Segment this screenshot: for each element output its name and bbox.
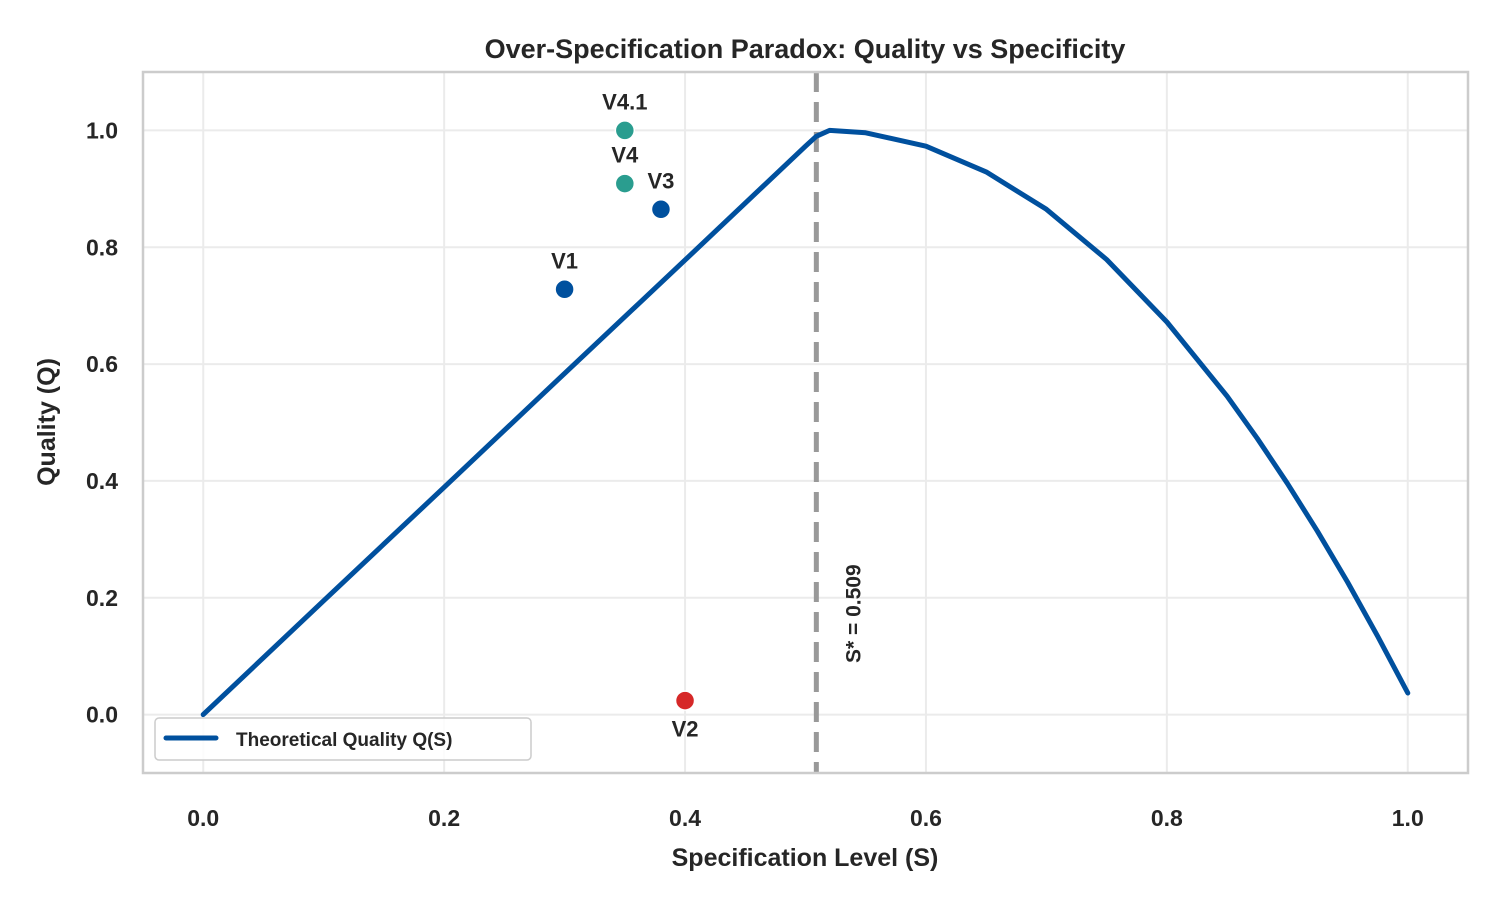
plot-frame — [141, 70, 1470, 775]
y-tick-label: 1.0 — [86, 117, 118, 143]
point-v1 — [554, 279, 575, 300]
x-tick-label: 1.0 — [1392, 805, 1424, 831]
y-tick-label: 0.4 — [86, 468, 118, 494]
point-v2-label: V2 — [672, 717, 699, 742]
y-axis-label: Quality (Q) — [33, 358, 61, 486]
y-tick-label: 0.6 — [86, 351, 118, 377]
legend: Theoretical Quality Q(S) — [154, 717, 532, 761]
x-axis-label: Specification Level (S) — [672, 844, 939, 872]
y-tick-label: 0.8 — [86, 234, 118, 260]
chart-title: Over-Specification Paradox: Quality vs S… — [485, 34, 1126, 64]
y-tick-label: 0.0 — [86, 702, 118, 728]
optimal-s-label: S* = 0.509 — [842, 564, 865, 663]
point-v4-1-label: V4.1 — [602, 89, 647, 114]
ticks: 0.0 0.2 0.4 0.6 0.8 1.0 0.0 0.2 0.4 0.6 0.8 1.0 — [86, 117, 1424, 831]
point-v4-label: V4 — [611, 143, 639, 168]
point-v3 — [650, 199, 672, 220]
point-v3-label: V3 — [647, 168, 674, 193]
point-v4 — [614, 173, 636, 194]
marks: S* = 0.509 V1 V2 V3 V4 V4.1 — [200, 72, 1411, 773]
x-tick-label: 0.8 — [1151, 805, 1183, 831]
point-v2 — [674, 690, 696, 711]
point-v4-1 — [614, 120, 636, 141]
legend-box — [154, 717, 532, 761]
grid — [143, 72, 1468, 773]
x-tick-label: 0.0 — [187, 805, 219, 831]
point-v1-label: V1 — [551, 248, 578, 273]
series-line-theoretical-quality — [200, 127, 1411, 718]
legend-label: Theoretical Quality Q(S) — [236, 730, 452, 751]
y-tick-label: 0.2 — [86, 585, 118, 611]
x-tick-label: 0.6 — [910, 805, 942, 831]
x-tick-label: 0.4 — [669, 805, 701, 831]
x-tick-label: 0.2 — [428, 805, 460, 831]
